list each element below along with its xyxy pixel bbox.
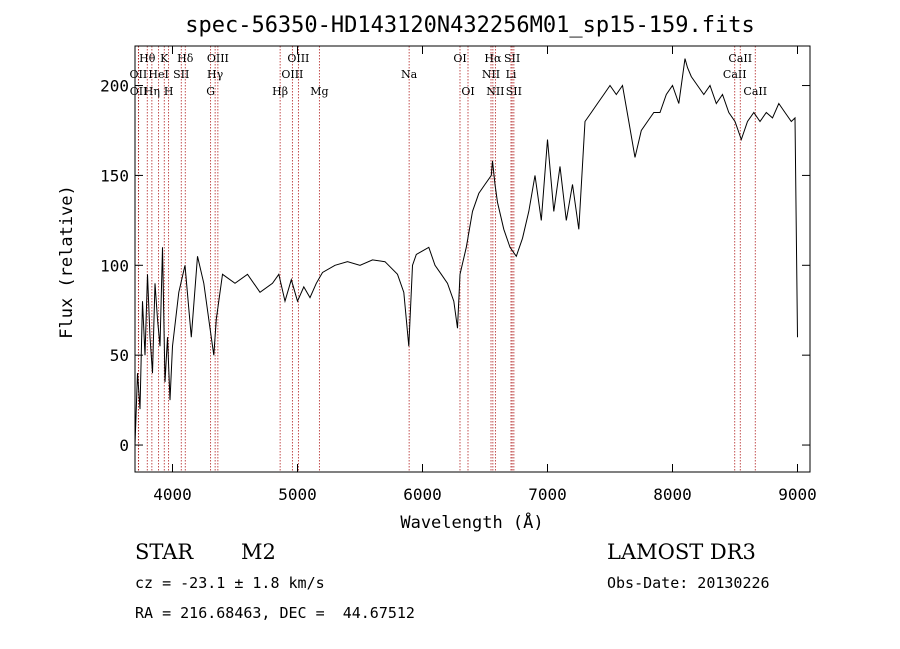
line-label-7: SII (504, 52, 520, 65)
x-tick-label-5: 9000 (778, 485, 817, 504)
line-label-15: NII (482, 68, 500, 81)
line-label-22: Hβ (272, 85, 288, 98)
line-label-14: Na (401, 68, 418, 81)
y-tick-label-2: 100 (100, 256, 129, 275)
line-label-19: Hη (144, 85, 160, 98)
survey-name: LAMOST DR3 (607, 540, 756, 564)
y-axis-label: Flux (relative) (57, 185, 77, 339)
line-label-17: CaII (723, 68, 747, 81)
line-label-6: Hα (484, 52, 502, 65)
line-label-9: OII (130, 68, 148, 81)
y-axis-ticks: 0 50 100 150 200 (100, 77, 810, 455)
x-tick-label-0: 4000 (153, 485, 192, 504)
line-label-12: Hγ (207, 68, 224, 81)
observation-date: Obs-Date: 20130226 (607, 574, 770, 592)
line-label-25: NII (486, 85, 504, 98)
line-label-1: K (160, 52, 169, 65)
line-label-4: OIII (287, 52, 309, 65)
y-tick-label-4: 200 (100, 77, 129, 96)
line-label-2: Hδ (177, 52, 194, 65)
x-tick-label-1: 5000 (278, 485, 317, 504)
line-label-10: HeI (148, 68, 168, 81)
x-axis-ticks: 4000 5000 6000 7000 8000 9000 (153, 46, 817, 504)
y-tick-label-3: 150 (100, 166, 129, 185)
object-class: STAR (135, 540, 194, 564)
x-tick-label-3: 7000 (528, 485, 567, 504)
line-label-8: CaII (728, 52, 752, 65)
line-label-26: SII (506, 85, 522, 98)
line-label-11: SII (173, 68, 189, 81)
line-label-3: OIII (207, 52, 229, 65)
x-axis-label: Wavelength (Å) (400, 511, 543, 533)
object-subclass: M2 (241, 540, 276, 564)
line-label-0: Hθ (139, 52, 156, 65)
redshift-cz: cz = -23.1 ± 1.8 km/s (135, 574, 325, 592)
line-label-20: H (164, 85, 174, 98)
line-label-13: OIII (281, 68, 303, 81)
line-label-21: G (206, 85, 215, 98)
x-tick-label-2: 6000 (403, 485, 442, 504)
line-label-18: OII (130, 85, 148, 98)
x-tick-label-4: 8000 (653, 485, 692, 504)
line-label-27: CaII (743, 85, 767, 98)
plot-frame (134, 45, 811, 473)
emission-line-markers (137, 46, 756, 472)
ra-dec-coordinates: RA = 216.68463, DEC = 44.67512 (135, 604, 415, 622)
spectrum-series-line (134, 58, 798, 446)
y-tick-label-1: 50 (110, 346, 129, 365)
line-label-5: OI (453, 52, 466, 65)
y-tick-label-0: 0 (119, 436, 129, 455)
chart-title: spec-56350-HD143120N432256M01_sp15-159.f… (185, 13, 755, 38)
line-label-23: Mg (310, 85, 328, 98)
line-label-24: OI (461, 85, 474, 98)
line-label-16: Li (506, 68, 517, 81)
